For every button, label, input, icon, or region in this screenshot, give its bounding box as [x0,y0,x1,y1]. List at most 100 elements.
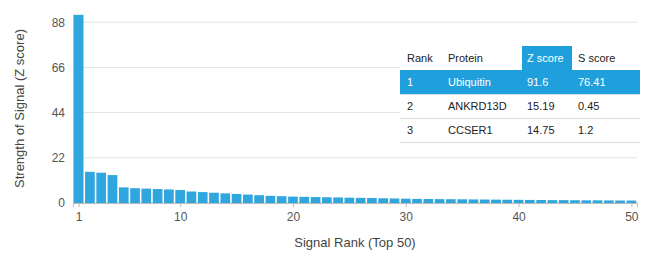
table-cell: 3 [407,124,413,136]
tick-label: 30 [400,210,414,224]
bar [423,199,433,203]
row-divider [400,142,640,143]
axis-line [74,204,638,208]
bar [209,193,219,203]
tick: 66 [52,61,73,75]
table-cell: 14.75 [527,124,555,136]
bar [559,200,569,203]
tick: 22 [52,151,73,165]
bar [119,187,129,203]
table-cell: 1 [407,76,413,88]
bar [322,197,332,203]
bar [570,200,580,203]
bar [435,199,445,203]
bar [378,198,388,203]
tick-label: 50 [625,210,639,224]
bar [469,199,479,203]
row-highlight [400,70,640,94]
bar [198,192,208,203]
bar [356,198,366,203]
tick: 0 [58,196,73,210]
bar [480,200,490,203]
bar [96,173,106,203]
tick-label: 10 [174,210,188,224]
tick: 44 [52,106,73,120]
header-highlight [522,46,572,70]
bar [390,198,400,203]
tick-mark [406,203,407,207]
table-cell: Ubiquitin [448,76,491,88]
bar [220,193,230,203]
bar [243,195,253,203]
row-divider [400,118,640,119]
table: Rank Protein Z score S score 1 Ubiquitin 91.6 7… [400,46,640,143]
bar [187,191,197,203]
bar [299,197,309,203]
bar [412,199,422,203]
tick-label: 66 [52,61,66,75]
tick-label: 22 [52,151,66,165]
bar [164,189,174,203]
y-axis: 0 22 44 66 88 [52,15,74,211]
bar [627,201,637,203]
table-background [400,46,640,142]
axis-line [73,15,74,204]
bar [502,200,512,203]
bar [175,190,185,203]
tick: 10 [174,203,188,224]
bar [401,199,411,203]
bar [615,201,625,203]
bar [277,196,287,203]
bar [345,198,355,203]
bar [254,195,264,203]
tick: 30 [400,203,414,224]
bar [141,189,151,203]
table-header: Protein [448,52,483,64]
bar [153,189,163,203]
table-cell: 2 [407,100,413,112]
table-header: S score [578,52,615,64]
bar [446,199,456,203]
bar [491,200,501,203]
tick-mark [519,203,520,207]
tick-mark [293,203,294,207]
tick-label: 44 [52,106,66,120]
grid-line [73,157,637,158]
bar [266,196,276,203]
tick-mark [180,203,181,207]
tick: 50 [625,203,639,224]
y-axis-title: Strength of Signal (Z score) [12,29,27,188]
bar [74,15,84,203]
tick-label: 0 [58,196,65,210]
tick: 40 [512,203,526,224]
tick-label: 40 [512,210,526,224]
bars [74,15,636,203]
grid-line [73,22,637,23]
bar [367,198,377,203]
tick: 88 [52,16,73,30]
tick-label: 1 [76,210,83,224]
table-header: Z score [527,52,564,64]
tick: 20 [287,203,301,224]
row-divider [400,94,640,95]
table-cell: 76.41 [578,76,606,88]
table-cell: CCSER1 [448,124,493,136]
table-cell: 0.45 [578,100,599,112]
bar [581,200,591,203]
tick-label: 20 [287,210,301,224]
bar [232,194,242,203]
x-axis: 1 10 20 30 40 50 [74,203,639,224]
bar [593,200,603,203]
table-header: Rank [407,52,433,64]
table-cell: 91.6 [527,76,548,88]
bar [548,200,558,203]
table-cell: 15.19 [527,100,555,112]
bar [457,199,467,203]
bar [108,175,118,203]
bar [536,200,546,203]
bar [288,197,298,203]
x-axis-title: Signal Rank (Top 50) [294,235,415,250]
bar [333,197,343,203]
bar [604,200,614,203]
tick-mark [79,203,80,207]
